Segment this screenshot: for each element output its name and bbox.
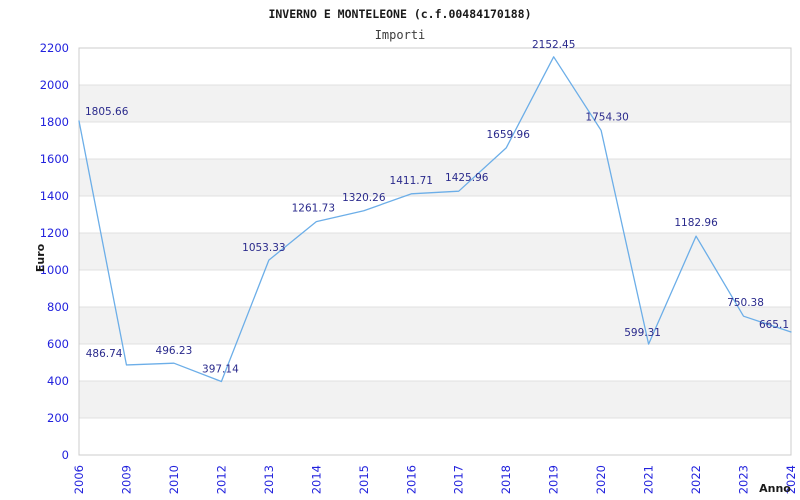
y-axis-title: Euro bbox=[34, 243, 47, 272]
x-tick-label: 2015 bbox=[357, 465, 371, 494]
data-point-label: 599.31 bbox=[624, 327, 661, 339]
band bbox=[79, 122, 791, 159]
data-point-label: 750.38 bbox=[727, 297, 764, 309]
x-axis-ticks: 2006 2009 2010 2012 2013 2014 2015 2016 2017 2018… bbox=[72, 465, 798, 494]
x-tick-label: 2020 bbox=[594, 465, 608, 494]
y-tick-label: 1200 bbox=[40, 226, 69, 240]
x-tick-label: 2023 bbox=[737, 465, 751, 494]
data-point-label: 665.1 bbox=[759, 319, 789, 331]
data-point-labels: 1805.66 486.74 496.23 397.14 1053.33 1261.73 1… bbox=[85, 39, 789, 376]
x-tick-label: 2018 bbox=[499, 465, 513, 494]
band bbox=[79, 85, 791, 122]
data-series-line bbox=[78, 56, 792, 383]
data-point-label: 1411.71 bbox=[390, 175, 433, 187]
y-tick-label: 600 bbox=[47, 337, 69, 351]
plot-frame bbox=[78, 47, 792, 456]
y-tick-label: 0 bbox=[62, 448, 69, 462]
y-tick-label: 800 bbox=[47, 300, 69, 314]
y-tick-label: 1400 bbox=[40, 189, 69, 203]
x-tick-label: 2021 bbox=[642, 465, 656, 494]
x-tick-label: 2013 bbox=[262, 465, 276, 494]
band bbox=[79, 307, 791, 344]
band bbox=[79, 196, 791, 233]
y-tick-label: 2000 bbox=[40, 78, 69, 92]
band bbox=[79, 344, 791, 381]
y-tick-label: 400 bbox=[47, 374, 69, 388]
x-tick-label: 2009 bbox=[119, 465, 133, 494]
data-point-label: 1182.96 bbox=[674, 217, 718, 229]
data-point-label: 496.23 bbox=[156, 345, 193, 357]
x-tick-label: 2022 bbox=[689, 465, 703, 494]
y-tick-label: 1800 bbox=[40, 115, 69, 129]
background-bands bbox=[79, 48, 791, 455]
data-point-label: 1261.73 bbox=[292, 203, 335, 215]
y-tick-label: 1000 bbox=[40, 263, 69, 277]
x-tick-label: 2024 bbox=[784, 465, 798, 494]
data-point-label: 1805.66 bbox=[85, 106, 129, 118]
x-tick-label: 2016 bbox=[404, 465, 418, 494]
x-tick-label: 2017 bbox=[452, 465, 466, 494]
band bbox=[79, 381, 791, 418]
data-point-label: 397.14 bbox=[202, 364, 239, 376]
band bbox=[79, 233, 791, 270]
x-tick-label: 2014 bbox=[309, 465, 323, 494]
band bbox=[79, 418, 791, 455]
data-point-label: 1659.96 bbox=[486, 129, 530, 141]
x-tick-label: 2006 bbox=[72, 465, 86, 494]
band bbox=[79, 48, 791, 85]
x-tick-label: 2019 bbox=[547, 465, 561, 494]
data-point-label: 486.74 bbox=[86, 348, 123, 360]
y-axis-ticks: 0 200 400 600 800 1000 1200 1400 1600 1800 2000 220… bbox=[40, 41, 69, 462]
y-tick-label: 200 bbox=[47, 411, 69, 425]
data-point-label: 1754.30 bbox=[585, 111, 628, 123]
y-tick-label: 2200 bbox=[40, 41, 69, 55]
data-point-label: 1320.26 bbox=[342, 192, 386, 204]
x-tick-label: 2010 bbox=[167, 465, 181, 494]
band bbox=[79, 159, 791, 196]
x-tick-label: 2012 bbox=[214, 465, 228, 494]
data-point-label: 1053.33 bbox=[242, 242, 285, 254]
y-tick-label: 1600 bbox=[40, 152, 69, 166]
band bbox=[79, 270, 791, 307]
data-point-label: 2152.45 bbox=[532, 39, 575, 51]
x-axis-title: Anno bbox=[759, 482, 791, 495]
data-point-label: 1425.96 bbox=[445, 172, 489, 184]
